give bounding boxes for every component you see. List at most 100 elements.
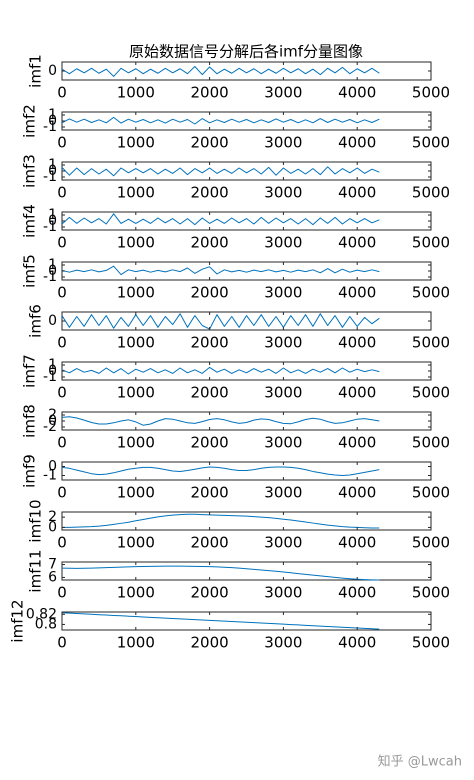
x-tick-label: 4000 <box>338 184 376 202</box>
y-axis-label: imf1 <box>27 54 45 88</box>
signal-line <box>61 513 380 529</box>
x-tick-label: 3000 <box>264 584 302 602</box>
y-axis-label: imf6 <box>27 304 45 338</box>
y-tick-label: 1 <box>48 357 57 373</box>
y-tick-label: 0 <box>48 263 57 279</box>
signal-line <box>61 116 380 125</box>
x-tick-label: 2000 <box>191 184 229 202</box>
axes-box <box>61 611 432 631</box>
x-tick-label: 3000 <box>264 84 302 102</box>
x-tick-label: 0 <box>57 84 67 102</box>
y-tick-label: 0 <box>48 63 57 79</box>
x-tick-label: 0 <box>57 384 67 402</box>
y-axis-label: imf11 <box>27 549 45 592</box>
x-tick-label: 2000 <box>191 584 229 602</box>
x-tick-label: 4000 <box>338 134 376 152</box>
y-tick-label: 0 <box>48 413 57 429</box>
axes-box <box>61 411 432 431</box>
x-tick-label: 1000 <box>117 334 155 352</box>
axes-box <box>61 561 432 581</box>
y-axis-label: imf10 <box>27 499 45 542</box>
y-axis-label: imf8 <box>21 404 39 438</box>
y-tick-label: 7 <box>48 557 57 573</box>
x-tick-label: 4000 <box>338 234 376 252</box>
y-tick-label: 0 <box>48 313 57 329</box>
x-tick-label: 3000 <box>264 284 302 302</box>
x-tick-label: 3000 <box>264 234 302 252</box>
signal-line <box>61 166 380 177</box>
x-tick-label: 4000 <box>338 284 376 302</box>
x-tick-label: 4000 <box>338 84 376 102</box>
y-axis-label: imf7 <box>21 354 39 388</box>
x-tick-label: 4000 <box>338 334 376 352</box>
y-tick-label: 6 <box>48 569 57 585</box>
x-tick-label: 1000 <box>117 584 155 602</box>
signal-line <box>61 366 380 375</box>
y-tick-label: 1 <box>48 157 57 173</box>
x-tick-label: 0 <box>57 134 67 152</box>
x-tick-label: 1000 <box>117 434 155 452</box>
y-tick-label: 2 <box>48 509 57 525</box>
signal-line <box>61 66 380 77</box>
y-tick-label: 0 <box>48 163 57 179</box>
y-tick-label: -1 <box>43 269 57 285</box>
x-tick-label: 2000 <box>191 434 229 452</box>
y-axis-label: imf3 <box>21 154 39 188</box>
y-tick-label: -1 <box>43 219 57 235</box>
x-tick-label: 1000 <box>117 284 155 302</box>
signal-line <box>61 313 380 330</box>
x-tick-label: 2000 <box>191 384 229 402</box>
x-tick-label: 4000 <box>338 534 376 552</box>
y-tick-label: -1 <box>43 169 57 185</box>
x-tick-label: 3000 <box>264 534 302 552</box>
y-tick-label: 2 <box>48 407 57 423</box>
x-tick-label: 1000 <box>117 184 155 202</box>
x-tick-label: 1000 <box>117 234 155 252</box>
x-tick-label: 5000 <box>412 584 450 602</box>
y-tick-label: 0.8 <box>35 616 57 632</box>
x-tick-label: 5000 <box>412 384 450 402</box>
signal-line <box>61 416 380 426</box>
x-tick-label: 0 <box>57 584 67 602</box>
x-tick-label: 1000 <box>117 634 155 652</box>
x-tick-label: 4000 <box>338 434 376 452</box>
x-tick-label: 1000 <box>117 134 155 152</box>
x-tick-label: 3000 <box>264 434 302 452</box>
x-tick-label: 0 <box>57 634 67 652</box>
y-axis-label: imf4 <box>21 204 39 238</box>
x-tick-label: 0 <box>57 284 67 302</box>
x-tick-label: 5000 <box>412 334 450 352</box>
y-tick-label: 0.82 <box>26 606 57 622</box>
signal-line <box>61 466 380 476</box>
y-tick-label: -1 <box>43 119 57 135</box>
y-tick-label: -2 <box>43 419 57 435</box>
y-tick-label: 1 <box>48 257 57 273</box>
x-tick-label: 2000 <box>191 634 229 652</box>
figure-title: 原始数据信号分解后各imf分量图像 <box>129 43 363 61</box>
y-tick-label: 1 <box>48 207 57 223</box>
x-tick-label: 3000 <box>264 384 302 402</box>
y-tick-label: 0 <box>48 213 57 229</box>
x-tick-label: 2000 <box>191 484 229 502</box>
y-axis-label: imf12 <box>9 599 27 642</box>
x-tick-label: 2000 <box>191 234 229 252</box>
x-tick-label: 4000 <box>338 384 376 402</box>
x-tick-label: 2000 <box>191 84 229 102</box>
signal-line <box>61 213 380 226</box>
x-tick-label: 4000 <box>338 634 376 652</box>
y-tick-label: -1 <box>43 369 57 385</box>
signal-line <box>61 565 380 581</box>
x-tick-label: 2000 <box>191 134 229 152</box>
x-tick-label: 3000 <box>264 634 302 652</box>
y-tick-label: 0 <box>48 363 57 379</box>
signal-line <box>61 612 380 630</box>
x-tick-label: 3000 <box>264 334 302 352</box>
y-axis-label: imf2 <box>21 104 39 138</box>
x-tick-label: 0 <box>57 534 67 552</box>
y-tick-label: 0 <box>48 459 57 475</box>
x-tick-label: 5000 <box>412 284 450 302</box>
x-tick-label: 5000 <box>412 84 450 102</box>
x-tick-label: 5000 <box>412 634 450 652</box>
